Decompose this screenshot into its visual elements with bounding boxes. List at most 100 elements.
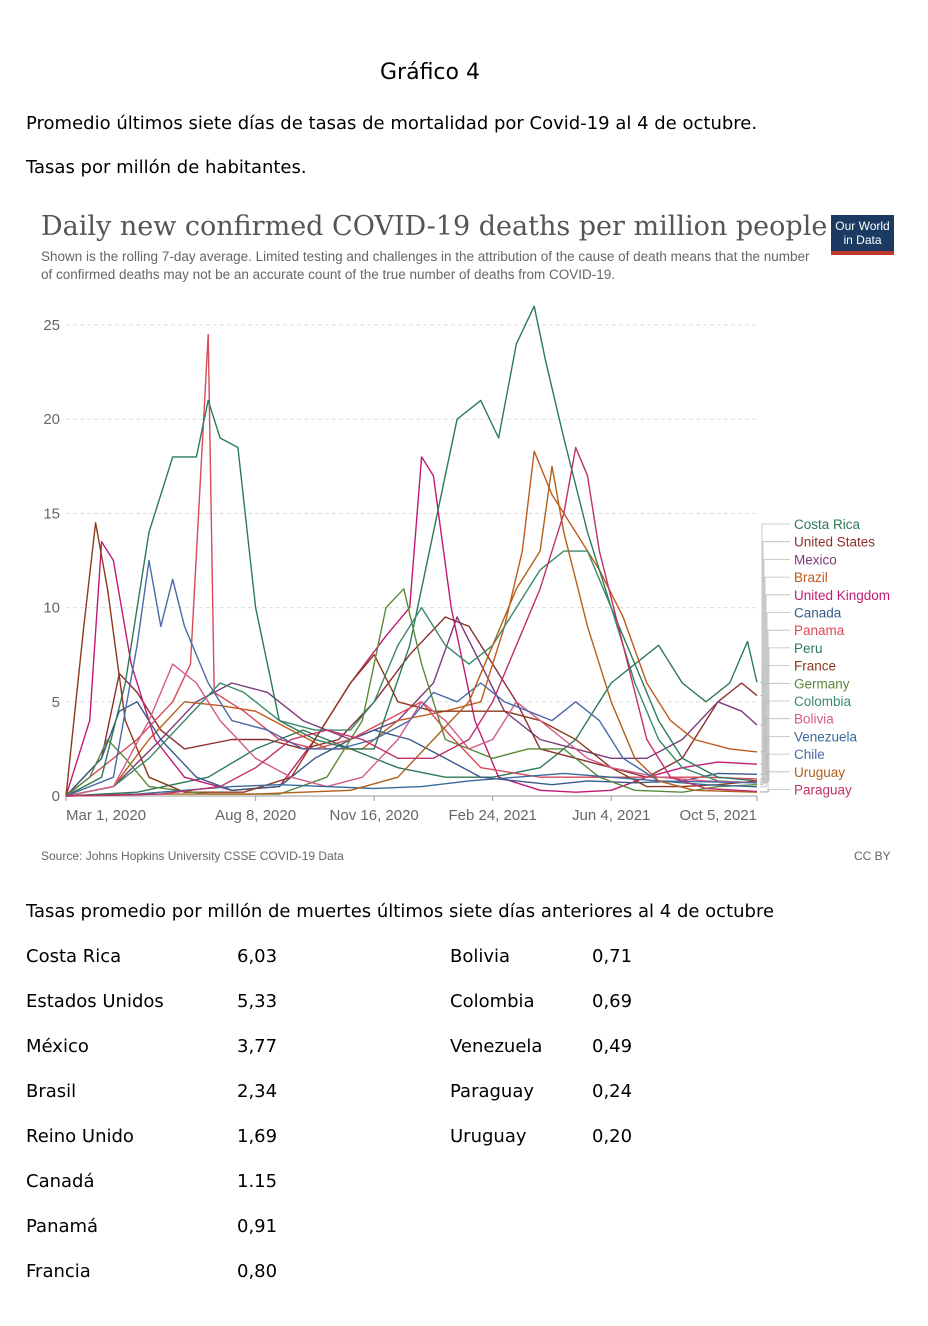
legend-label-brazil: Brazil (794, 570, 828, 585)
country-name: Reino Unido (26, 1126, 134, 1147)
legend-connector (760, 771, 790, 793)
legend-label-peru: Peru (794, 641, 823, 656)
death-rate-value: 0,91 (237, 1216, 278, 1237)
y-tick-label: 0 (52, 788, 60, 805)
legend-connector (760, 753, 790, 784)
legend-connector (760, 647, 790, 782)
series-line-bolivia (65, 663, 758, 797)
country-name: México (26, 1036, 89, 1057)
death-rate-value: 1.15 (237, 1171, 278, 1192)
chart-source: Source: Johns Hopkins University CSSE CO… (41, 849, 344, 863)
series-line-uruguay (65, 465, 758, 797)
x-tick-label: Nov 16, 2020 (330, 807, 419, 824)
legend-label-bolivia: Bolivia (794, 712, 834, 727)
country-name: Venezuela (450, 1036, 543, 1057)
country-name: Francia (26, 1261, 91, 1282)
line-chart: 0 5 10 15 20 25 Mar 1, 2020 Aug 8, 2020 Nov 16,… (43, 305, 890, 824)
legend-label-colombia: Colombia (794, 694, 852, 709)
legend-label-panama: Panama (794, 623, 845, 638)
death-rate-value: 0,20 (592, 1126, 633, 1147)
death-rate-value: 6,03 (237, 946, 278, 967)
license-link[interactable]: CC BY (854, 849, 891, 863)
y-tick-label: 5 (52, 694, 60, 711)
country-name: Colombia (450, 991, 535, 1012)
country-name: Paraguay (450, 1081, 535, 1102)
legend-connector (760, 576, 790, 753)
legend-connector (760, 541, 790, 696)
y-tick-label: 20 (43, 411, 60, 428)
series-line-france (65, 522, 758, 797)
y-tick-label: 15 (43, 505, 60, 522)
y-tick-label: 10 (43, 600, 60, 617)
chart-grid (66, 324, 757, 797)
legend-connector (760, 665, 790, 782)
x-axis: Mar 1, 2020 Aug 8, 2020 Nov 16, 2020 Feb 24… (65, 796, 758, 824)
series-line-peru (65, 305, 758, 797)
legend-label-costa-rica: Costa Rica (794, 517, 861, 532)
legend-connector (760, 629, 790, 780)
x-tick-label: Jun 4, 2021 (572, 807, 650, 824)
death-rate-value: 5,33 (237, 991, 278, 1012)
country-name: Brasil (26, 1081, 77, 1102)
legend-label-united-states: United States (794, 535, 875, 550)
legend-label-chile: Chile (794, 747, 825, 762)
owid-logo-line2: in Data (843, 233, 882, 247)
legend-connector (760, 789, 790, 792)
country-name: Bolivia (450, 946, 511, 967)
legend-label-united-kingdom: United Kingdom (794, 588, 890, 603)
legend-connector (760, 594, 790, 765)
series-line-germany (65, 588, 758, 797)
chart-series (65, 305, 758, 797)
country-name: Uruguay (450, 1126, 527, 1147)
series-line-chile (65, 559, 758, 797)
legend-label-canada: Canada (794, 606, 842, 621)
owid-logo[interactable]: Our World in Data (831, 215, 894, 255)
death-rate-value: 0,49 (592, 1036, 633, 1057)
series-line-brazil (65, 450, 758, 797)
legend-connector (760, 700, 790, 784)
y-axis: 0 5 10 15 20 25 (43, 317, 60, 805)
death-rate-value: 0,71 (592, 946, 633, 967)
x-tick-label: Aug 8, 2020 (215, 807, 296, 824)
figure-units-note: Tasas por millón de habitantes. (26, 157, 307, 178)
series-line-canada (65, 701, 758, 797)
country-name: Estados Unidos (26, 991, 164, 1012)
country-name: Canadá (26, 1171, 95, 1192)
figure-heading: Gráfico 4 (380, 60, 480, 85)
legend-connector (760, 682, 790, 786)
chart-legend: Costa Rica United States Mexico Brazil Unite… (760, 517, 890, 798)
x-tick-label: Feb 24, 2021 (448, 807, 536, 824)
table-title: Tasas promedio por millón de muertes últ… (26, 901, 775, 922)
series-line-united-states (65, 616, 758, 797)
owid-logo-line1: Our World (835, 219, 890, 233)
x-tick-label: Oct 5, 2021 (679, 807, 757, 824)
death-rate-value: 0,24 (592, 1081, 633, 1102)
figure-subtitle: Promedio últimos siete días de tasas de … (26, 113, 758, 134)
legend-label-germany: Germany (794, 676, 850, 691)
death-rate-value: 0,80 (237, 1261, 278, 1282)
legend-connector (760, 612, 790, 775)
legend-connector (760, 559, 790, 726)
legend-label-france: France (794, 659, 836, 674)
legend-connector (760, 718, 790, 783)
death-rate-value: 3,77 (237, 1036, 278, 1057)
death-rate-value: 2,34 (237, 1081, 278, 1102)
series-line-paraguay (65, 446, 758, 797)
legend-connector (760, 736, 790, 788)
chart-subtitle: Shown is the rolling 7-day average. Limi… (41, 249, 810, 282)
series-line-costa-rica (65, 640, 758, 797)
x-tick-label: Mar 1, 2020 (66, 807, 146, 824)
legend-label-venezuela: Venezuela (794, 729, 858, 744)
series-line-colombia (65, 550, 758, 797)
country-name: Panamá (26, 1216, 99, 1237)
country-name: Costa Rica (26, 946, 122, 967)
death-rate-value: 1,69 (237, 1126, 278, 1147)
y-tick-label: 25 (43, 317, 60, 334)
legend-connector (760, 523, 790, 683)
legend-label-mexico: Mexico (794, 552, 837, 567)
death-rate-value: 0,69 (592, 991, 633, 1012)
legend-label-paraguay: Paraguay (794, 783, 852, 798)
legend-label-uruguay: Uruguay (794, 765, 845, 780)
series-line-united-kingdom (65, 456, 758, 797)
chart-title: Daily new confirmed COVID-19 deaths per … (41, 211, 828, 242)
